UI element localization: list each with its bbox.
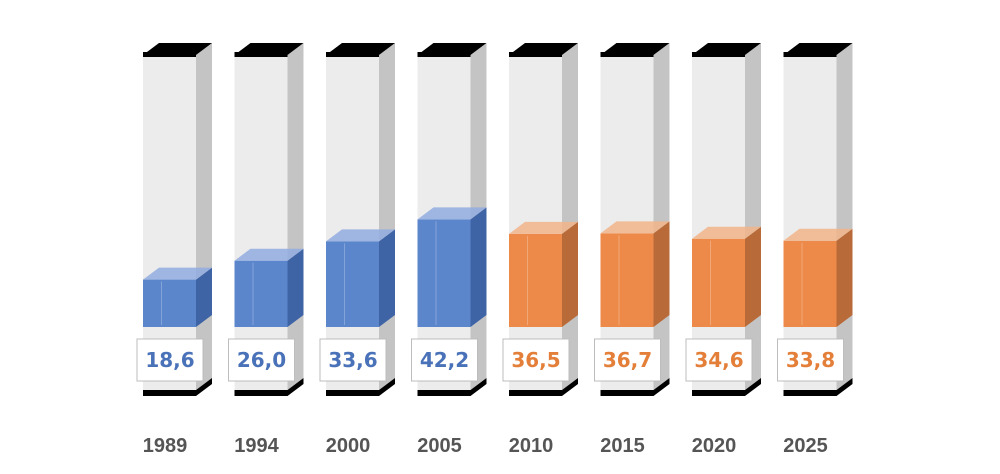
bar-2025 [783, 240, 837, 327]
bar-top-2025 [783, 228, 853, 241]
bar-2020 [692, 238, 745, 327]
bar-top-2015 [600, 221, 670, 234]
column-top-cap-edge [783, 52, 837, 57]
bar-side-2005 [470, 207, 487, 327]
x-tick-label-1994: 1994 [234, 435, 279, 457]
x-tick-label-2015: 2015 [600, 435, 645, 457]
x-tick-label-2025: 2025 [783, 435, 828, 457]
bar-2005 [417, 219, 471, 327]
value-label-box [319, 338, 387, 382]
bar-1989 [143, 279, 196, 327]
column-top-cap-edge [600, 52, 654, 57]
column-front [143, 55, 196, 390]
column-base [143, 378, 212, 396]
x-tick-label-2020: 2020 [692, 435, 737, 457]
column-top-cap-edge [417, 52, 471, 57]
data-label-2000: 33,6 [328, 348, 377, 372]
column-group: 33,8 2025 [777, 43, 853, 457]
bar-top-2020 [692, 226, 761, 239]
column-side [745, 43, 761, 390]
column-group: 34,6 2020 [685, 43, 761, 457]
column-base [234, 378, 304, 396]
data-label-2020: 34,6 [694, 348, 743, 372]
value-label-box [228, 338, 295, 382]
column-top-cap-edge [509, 52, 562, 57]
bar-side-2010 [562, 221, 578, 327]
column-front [234, 55, 288, 390]
column-top-cap-edge [234, 52, 288, 57]
column-group: 18,6 1989 [136, 43, 212, 457]
value-label-box [502, 338, 570, 382]
column-front [783, 55, 837, 390]
data-label-2015: 36,7 [603, 348, 652, 372]
bar-2000 [326, 241, 379, 327]
bar-side-1994 [287, 248, 304, 327]
data-label-2010: 36,5 [511, 348, 560, 372]
bar-top-2000 [326, 229, 395, 242]
bar-side-2015 [653, 221, 670, 327]
bar-2015 [600, 233, 654, 327]
value-label-box [777, 338, 844, 382]
column-base [326, 378, 395, 396]
bar-top-1994 [234, 248, 304, 261]
bar-side-2025 [836, 228, 853, 327]
data-label-1994: 26,0 [237, 348, 286, 372]
column-group: 36,5 2010 [502, 43, 578, 457]
column-front [692, 55, 745, 390]
column-base [692, 378, 761, 396]
x-tick-label-1989: 1989 [143, 435, 188, 457]
x-tick-label-2000: 2000 [326, 435, 371, 457]
x-tick-label-2005: 2005 [417, 435, 462, 457]
data-label-2005: 42,2 [420, 348, 469, 372]
bar-top-2005 [417, 207, 487, 220]
column-side [653, 43, 670, 390]
bar-side-2000 [379, 229, 395, 327]
column-group: 33,6 2000 [319, 43, 395, 457]
column-side [196, 43, 212, 390]
column-top-cap-edge [692, 52, 745, 57]
data-label-2025: 33,8 [786, 348, 835, 372]
bar-side-2020 [745, 226, 761, 327]
bar-2010 [509, 233, 562, 327]
column-base [783, 378, 853, 396]
value-label-box [136, 338, 204, 382]
column-side [836, 43, 853, 390]
data-label-1989: 18,6 [145, 348, 194, 372]
x-tick-label-2010: 2010 [509, 435, 554, 457]
column-front [326, 55, 379, 390]
column-side [287, 43, 304, 390]
value-label-box [411, 338, 478, 382]
column-group: 26,0 1994 [228, 43, 304, 457]
value-label-box [594, 338, 661, 382]
value-label-box [685, 338, 753, 382]
column-top-cap-edge [143, 52, 196, 57]
column-group: 42,2 2005 [411, 43, 487, 457]
column-base [509, 378, 578, 396]
column-side [379, 43, 395, 390]
bar-1994 [234, 260, 288, 327]
column-base [600, 378, 670, 396]
column-top-cap-edge [326, 52, 379, 57]
bar-side-1989 [196, 267, 212, 327]
column-base [417, 378, 487, 396]
bar-top-1989 [143, 267, 212, 280]
column-side [562, 43, 578, 390]
column-group: 36,7 2015 [594, 43, 670, 457]
bar-top-2010 [509, 221, 578, 234]
